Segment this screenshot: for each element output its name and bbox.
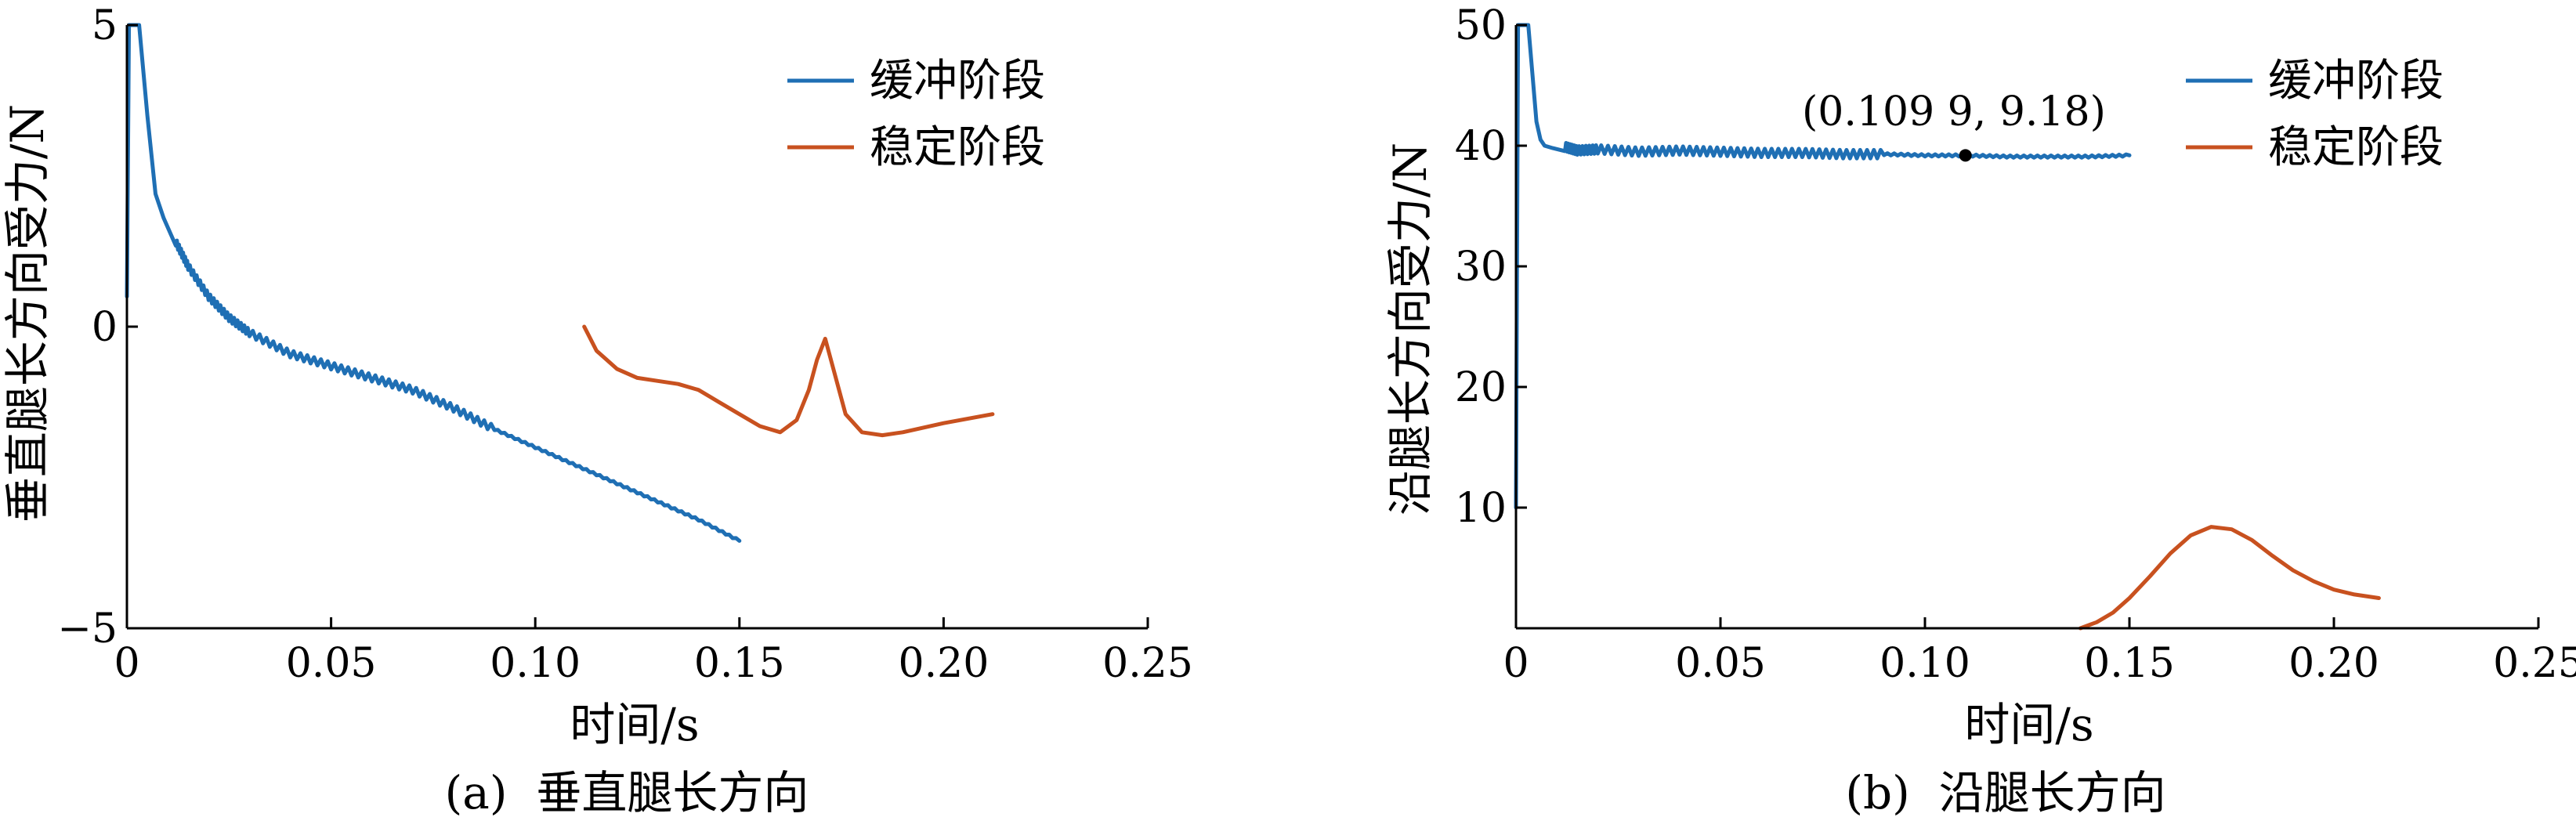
x-tick-label: 0.20	[899, 640, 990, 687]
series-layer	[1514, 23, 2381, 631]
x-tick-label: 0.20	[2288, 640, 2379, 687]
y-tick-label: 10	[1455, 485, 1507, 532]
annotation-marker	[1959, 149, 1972, 162]
x-axis-label: 时间/s	[570, 698, 699, 751]
y-tick-label: 40	[1455, 123, 1507, 170]
y-tick-label: 50	[1455, 2, 1507, 49]
y-axis-label: 垂直腿长方向受力/N	[1, 104, 54, 522]
series-line-stable	[582, 324, 995, 438]
y-tick-label: 30	[1455, 244, 1507, 291]
x-tick-label: 0.15	[2084, 640, 2175, 687]
series-layer	[125, 23, 995, 543]
y-tick-label: 0	[92, 304, 118, 351]
x-tick-label: 0.25	[1102, 640, 1193, 687]
y-tick-label: 20	[1455, 364, 1507, 411]
annotation-label: (0.109 9, 9.18)	[1802, 89, 2106, 136]
x-axis-label: 时间/s	[1964, 698, 2093, 751]
x-tick-label: 0.10	[490, 640, 581, 687]
series-line-buffer	[1514, 23, 2132, 510]
x-tick-label: 0.05	[1675, 640, 1766, 687]
panel-caption: (b) 沿腿长方向	[1845, 766, 2165, 819]
x-tick-label: 0.10	[1880, 640, 1970, 687]
legend: 缓冲阶段 稳定阶段	[2186, 56, 2444, 173]
legend: 缓冲阶段 稳定阶段	[787, 56, 1045, 173]
x-tick-label: 0	[114, 640, 139, 687]
ticks: 0 0.05 0.10 0.15 0.20 0.25 50 40 30 20 10	[1455, 2, 2576, 687]
series-line-stable	[2078, 525, 2381, 631]
axes	[1514, 25, 2538, 630]
legend-label-stable: 稳定阶段	[870, 122, 1045, 173]
x-tick-label: 0.05	[286, 640, 377, 687]
x-tick-label: 0.15	[694, 640, 785, 687]
legend-label-buffer: 缓冲阶段	[2268, 56, 2444, 107]
series-line-buffer	[125, 23, 742, 543]
legend-label-stable: 稳定阶段	[2268, 122, 2444, 173]
chart-panel-b: 0 0.05 0.10 0.15 0.20 0.25 50 40 30 20 10 沿腿长方向受力/…	[1384, 2, 2576, 819]
y-axis-label: 沿腿长方向受力/N	[1384, 143, 1437, 515]
x-tick-label: 0	[1503, 640, 1529, 687]
legend-label-buffer: 缓冲阶段	[870, 56, 1045, 107]
y-tick-label: −5	[57, 606, 118, 653]
annotation: (0.109 9, 9.18)	[1802, 89, 2106, 162]
x-tick-label: 0.25	[2493, 640, 2576, 687]
y-tick-label: 5	[92, 2, 118, 49]
panel-caption: (a) 垂直腿长方向	[445, 766, 809, 819]
axes	[125, 25, 1148, 630]
